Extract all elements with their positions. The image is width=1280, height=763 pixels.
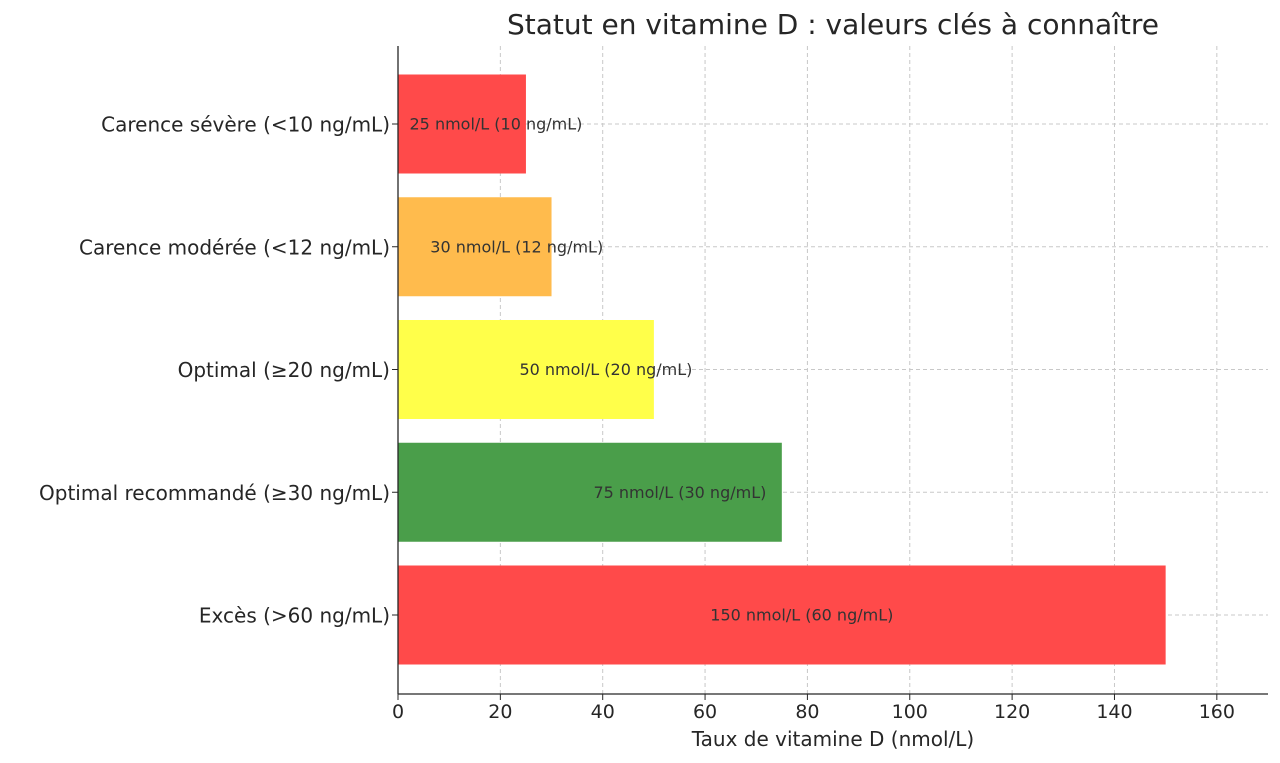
y-tick-label: Optimal (≥20 ng/mL) — [178, 358, 390, 382]
y-tick-label: Excès (>60 ng/mL) — [199, 604, 390, 628]
bar — [398, 320, 654, 419]
bar-data-label: 150 nmol/L (60 ng/mL) — [710, 606, 893, 625]
y-tick-label: Carence modérée (<12 ng/mL) — [79, 235, 390, 259]
x-tick-label: 140 — [1096, 701, 1132, 723]
x-tick-label: 160 — [1199, 701, 1235, 723]
x-tick-label: 80 — [795, 701, 819, 723]
y-tick-label: Optimal recommandé (≥30 ng/mL) — [39, 481, 390, 505]
bar — [398, 565, 1166, 665]
bar — [398, 74, 526, 174]
x-tick-label: 120 — [994, 701, 1030, 723]
bar-data-label: 30 nmol/L (12 ng/mL) — [430, 237, 603, 256]
bar — [398, 197, 552, 297]
bar-data-label: 75 nmol/L (30 ng/mL) — [593, 483, 766, 502]
axes-layer: Carence sévère (<10 ng/mL) Carence modéré… — [39, 46, 1268, 723]
y-tick-label: Carence sévère (<10 ng/mL) — [101, 113, 390, 137]
x-tick-label: 100 — [892, 701, 928, 723]
x-axis-label: Taux de vitamine D (nmol/L) — [691, 727, 974, 751]
x-tick-label: 0 — [392, 701, 404, 723]
bar — [398, 442, 782, 542]
bars-layer: 25 nmol/L (10 ng/mL) 30 nmol/L (12 ng/mL)… — [398, 74, 1166, 665]
x-tick-label: 20 — [488, 701, 512, 723]
bar-data-label: 50 nmol/L (20 ng/mL) — [519, 360, 692, 379]
x-tick-label: 60 — [693, 701, 717, 723]
x-tick-label: 40 — [591, 701, 615, 723]
bar-data-label: 25 nmol/L (10 ng/mL) — [410, 115, 583, 134]
chart-title: Statut en vitamine D : valeurs clés à co… — [507, 8, 1159, 41]
